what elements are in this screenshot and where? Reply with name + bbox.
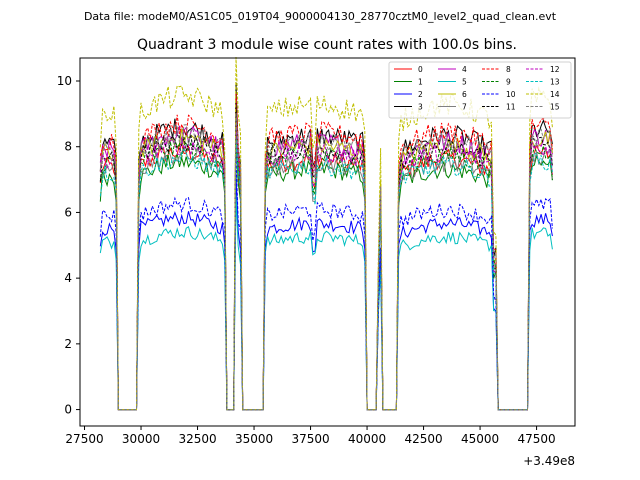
x-tick-label: 32500 [178,432,216,446]
legend-label-3: 3 [418,103,423,112]
legend-label-4: 4 [462,65,467,74]
series-line-5 [99,195,553,411]
series-line-14 [99,56,553,411]
series-line-11 [99,102,553,411]
x-tick-label: 40000 [348,432,386,446]
series-line-13 [99,139,553,411]
x-tick-label: 45000 [461,432,499,446]
legend-label-11: 11 [506,103,516,112]
series-line-7 [99,128,553,411]
series-line-12 [99,117,553,411]
chart-suptitle: Data file: modeM0/AS1C05_019T04_90000041… [84,10,557,23]
x-offset-label: +3.49e8 [523,454,575,468]
legend-label-1: 1 [418,78,423,87]
y-tick-label: 2 [64,337,72,351]
series-line-2 [99,172,553,411]
legend-label-7: 7 [462,103,467,112]
legend-label-9: 9 [506,78,511,87]
series-line-15 [99,113,553,411]
x-tick-label: 47500 [517,432,555,446]
legend-label-13: 13 [550,78,560,87]
x-tick-label: 27500 [65,432,103,446]
y-tick-label: 10 [57,74,72,88]
legend-label-10: 10 [506,90,516,99]
x-tick-label: 42500 [404,432,442,446]
legend-label-5: 5 [462,78,467,87]
chart-title: Quadrant 3 module wise count rates with … [137,37,517,53]
x-tick-label: 35000 [235,432,273,446]
legend-label-12: 12 [550,65,560,74]
legend-label-2: 2 [418,90,423,99]
series-layer [99,56,553,411]
y-tick-label: 0 [64,403,72,417]
series-line-3 [99,82,553,411]
legend-box [388,61,572,119]
series-line-0 [99,130,553,411]
x-tick-label: 30000 [122,432,160,446]
legend-label-14: 14 [550,90,560,99]
y-tick-label: 8 [64,140,72,154]
x-tick-label: 37500 [291,432,329,446]
y-axis: 0 2 4 6 8 10 [57,74,80,417]
plot-frame [79,57,576,427]
y-tick-label: 6 [64,205,72,219]
x-axis: 27500 30000 32500 35000 37500 40000 42500 45000… [65,426,556,446]
legend-label-6: 6 [462,90,467,99]
legend-label-15: 15 [550,103,560,112]
legend-label-8: 8 [506,65,511,74]
series-line-8 [99,92,553,411]
series-line-10 [99,155,553,411]
legend-label-0: 0 [418,65,423,74]
y-tick-label: 4 [64,271,72,285]
